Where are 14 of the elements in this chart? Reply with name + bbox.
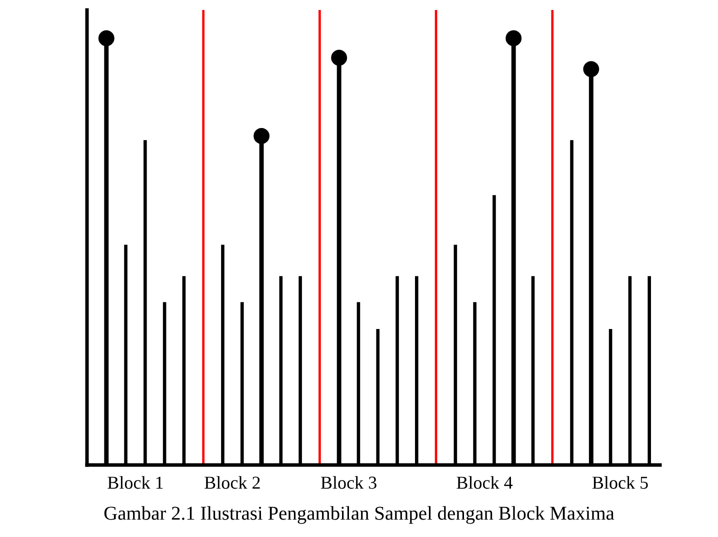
x-tick-label: Block 5 <box>592 476 648 489</box>
x-tick-label: Block 3 <box>320 476 376 489</box>
point <box>583 61 600 78</box>
x-tick-label: Block 1 <box>108 476 163 489</box>
x-tick-label: Block 2 <box>204 476 260 489</box>
bar <box>202 10 205 465</box>
x-tick-label: Block 4 <box>456 476 513 489</box>
bar <box>318 10 321 465</box>
bar <box>551 10 554 465</box>
point <box>254 128 270 144</box>
text: Gambar 2.1 Ilustrasi Pengambilan Sampel dengan Block Maxima <box>104 506 614 524</box>
point <box>506 30 522 46</box>
point <box>98 30 114 46</box>
point <box>331 50 348 66</box>
